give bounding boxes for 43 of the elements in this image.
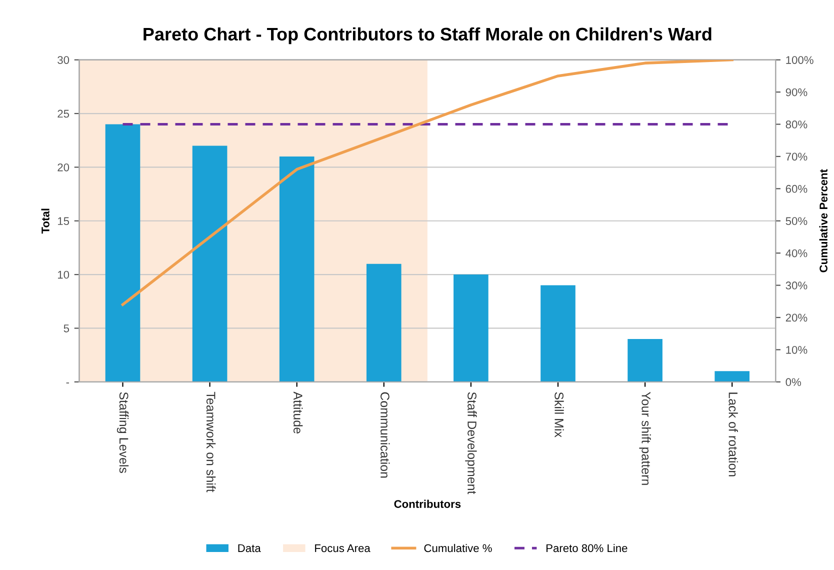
x-tick-label: Staff Development	[465, 392, 477, 494]
y-tick-label: 20	[58, 163, 70, 172]
y2-tick-label: 40%	[786, 249, 808, 258]
y-tick-label: 30	[58, 56, 70, 64]
legend-label: Focus Area	[315, 544, 370, 552]
y2-tick-label: 70%	[786, 152, 808, 161]
y2-axis-title: Cumulative Percent	[819, 169, 828, 272]
y-tick-label: -	[66, 382, 70, 384]
y2-tick-label: 20%	[786, 314, 808, 322]
bar	[628, 338, 662, 382]
y2-tick-label: 90%	[786, 88, 808, 96]
bar	[714, 371, 750, 382]
y2-tick-label: 50%	[786, 217, 808, 226]
legend-label: Pareto 80% Line	[546, 544, 628, 552]
y2-tick-label: 60%	[786, 184, 808, 193]
x-tick-label: Lack of rotation	[728, 392, 738, 476]
line-series	[121, 60, 734, 306]
x-tick-label: Communication	[380, 392, 390, 478]
y2-tick-label: 80%	[786, 120, 808, 128]
y-tick-label: 15	[58, 217, 70, 226]
y2-tick-label: 30%	[786, 282, 808, 290]
y-tick-label: 5	[64, 324, 70, 332]
y-axis-title: Total	[41, 208, 50, 234]
legend-label: Cumulative %	[424, 544, 492, 552]
bar	[105, 124, 140, 382]
y-tick-label: 25	[58, 110, 70, 118]
y-tick-label: 10	[58, 270, 70, 279]
x-tick-label: Skill Mix	[554, 392, 564, 438]
bar	[540, 285, 576, 382]
x-tick-label: Your shift pattern	[639, 392, 651, 485]
y2-tick-label: 10%	[786, 346, 808, 354]
y2-tick-label: 0%	[786, 378, 802, 386]
bar	[192, 146, 228, 382]
legend-label: Data	[238, 544, 261, 552]
y2-tick-label: 100%	[786, 56, 814, 64]
x-tick-label: Teamwork on shift	[206, 392, 216, 492]
x-tick-label: Staffing Levels	[116, 392, 129, 473]
bar	[366, 264, 402, 382]
x-axis-title: Contributors	[394, 500, 461, 508]
bar	[454, 274, 488, 382]
x-tick-label: Attitude	[293, 392, 303, 434]
bar	[279, 156, 314, 382]
chart-title: Pareto Chart - Top Contributors to Staff Morale on Children's Ward	[144, 27, 712, 44]
